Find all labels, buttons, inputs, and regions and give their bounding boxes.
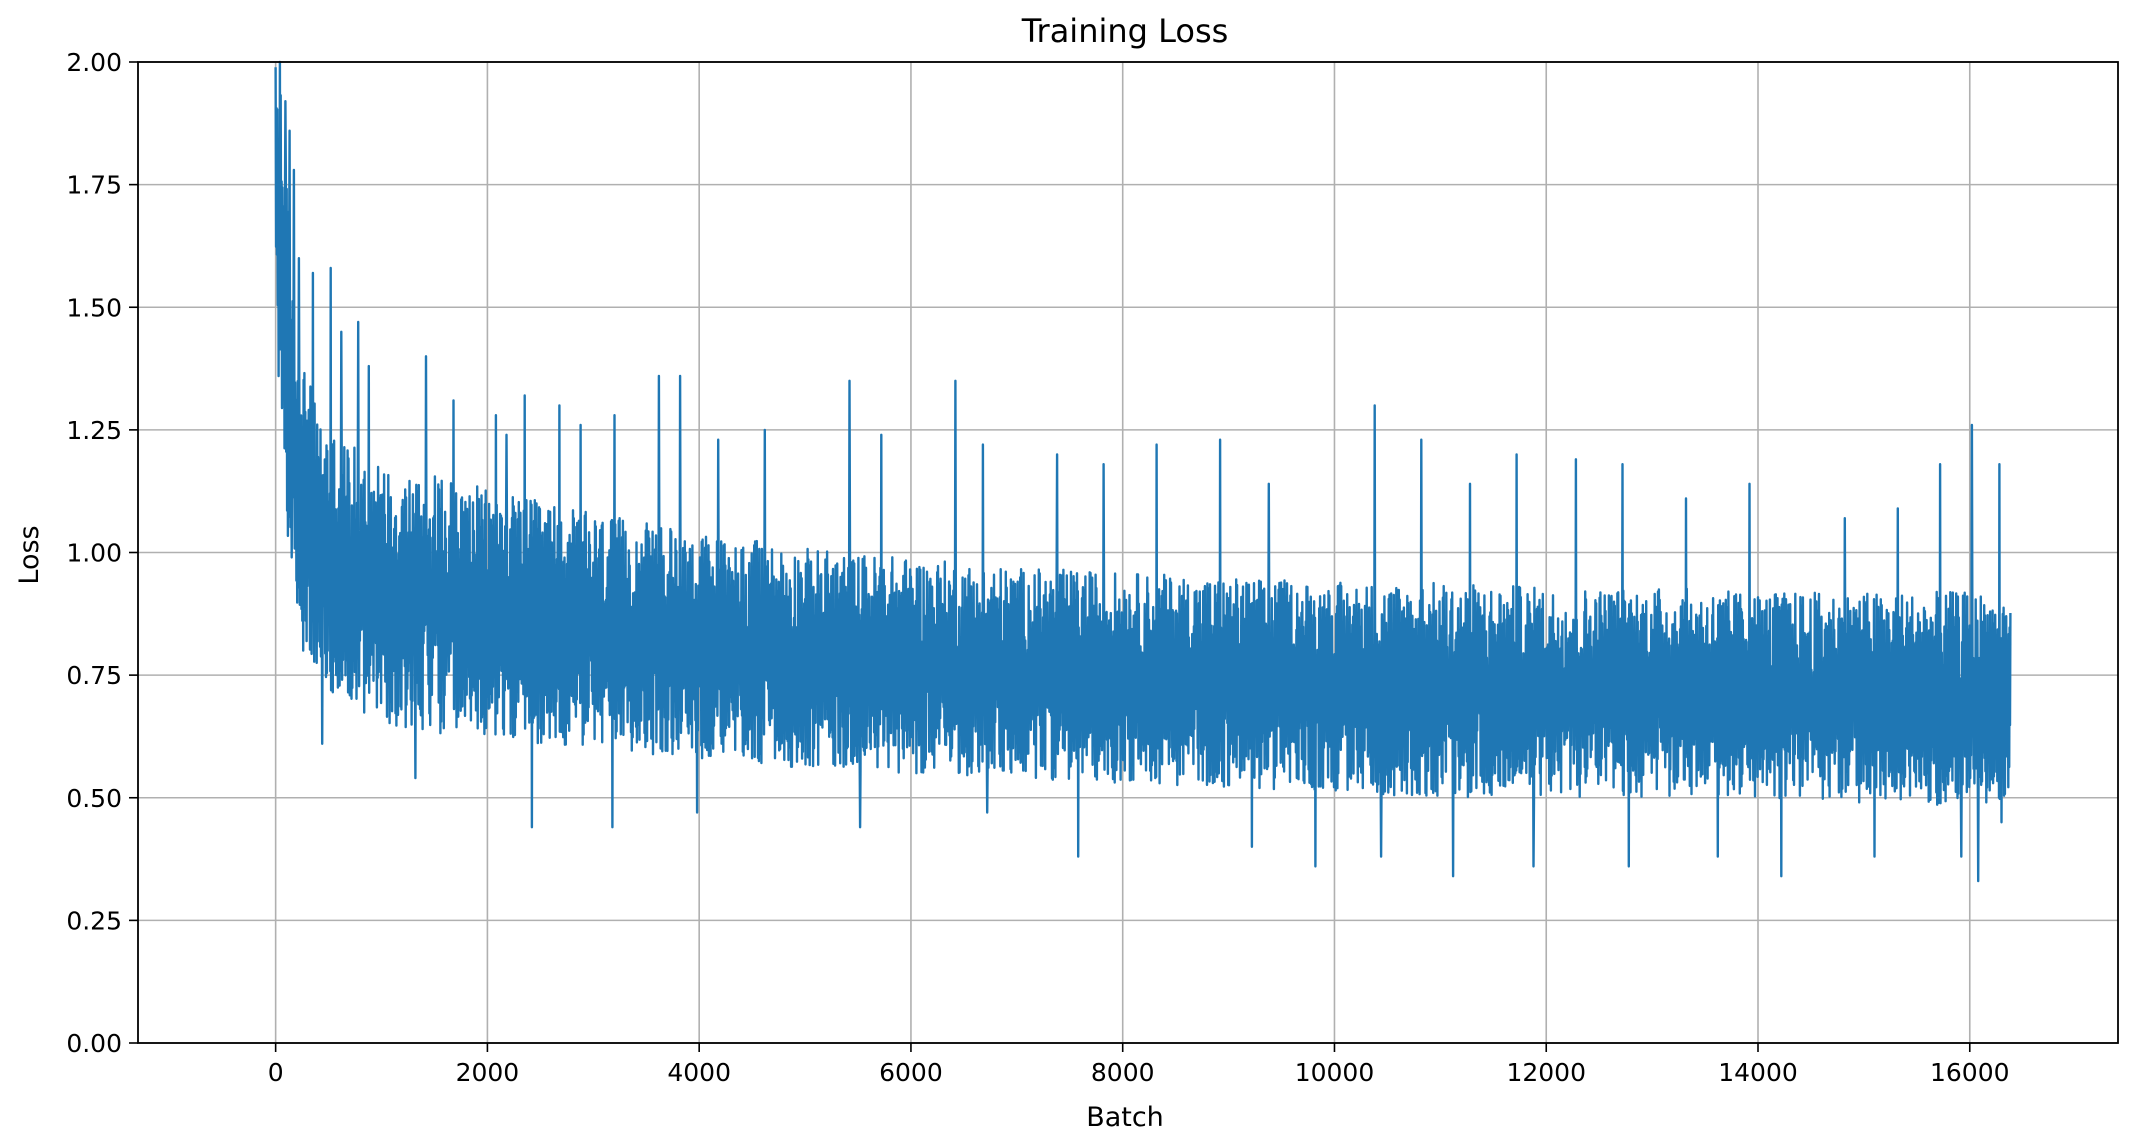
ticks: 0 2000 4000 6000 8000 10000 12000 14000 16000 0.0…	[66, 48, 2009, 1087]
y-tick-label: 0.00	[66, 1029, 122, 1058]
x-tick-label: 0	[268, 1058, 284, 1087]
x-axis-label: Batch	[1086, 1102, 1164, 1133]
y-tick-label: 1.75	[66, 171, 122, 200]
x-tick-label: 12000	[1506, 1058, 1586, 1087]
y-tick-label: 0.75	[66, 661, 122, 690]
y-tick-label: 1.00	[66, 539, 122, 568]
y-tick-label: 0.50	[66, 784, 122, 813]
y-tick-label: 1.25	[66, 416, 122, 445]
series-line-training-loss	[274, 60, 2012, 883]
y-tick-label: 0.25	[66, 906, 122, 935]
x-tick-label: 14000	[1718, 1058, 1798, 1087]
x-tick-label: 8000	[1091, 1058, 1155, 1087]
y-axis-label: Loss	[14, 525, 45, 584]
x-tick-label: 4000	[667, 1058, 731, 1087]
x-tick-label: 6000	[879, 1058, 943, 1087]
y-tick-label: 2.00	[66, 48, 122, 77]
x-tick-label: 10000	[1295, 1058, 1375, 1087]
x-tick-label: 2000	[456, 1058, 520, 1087]
x-tick-label: 16000	[1930, 1058, 2010, 1087]
chart-title: Training Loss	[1021, 12, 1229, 50]
series-line-group	[274, 60, 2012, 883]
y-tick-label: 1.50	[66, 293, 122, 322]
